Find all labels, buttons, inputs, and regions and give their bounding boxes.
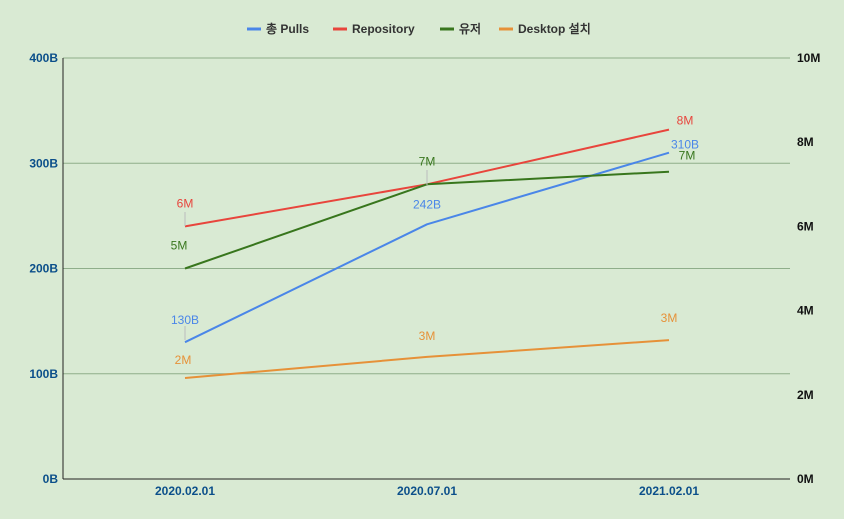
data-label: 8M [677,114,694,128]
data-label: 6M [177,196,194,210]
y-left-tick-label: 300B [29,156,58,170]
y-right-tick-label: 10M [797,51,820,65]
data-labels: 130B 242B 310B 6M 8M 5M 7M 7M 2M 3M 3M [171,114,699,367]
legend-label: Desktop 설치 [518,21,591,36]
y-right-tick-label: 6M [797,219,814,233]
data-label: 2M [175,353,192,367]
data-label: 3M [419,329,436,343]
legend: 총 Pulls Repository 유저 Desktop 설치 [247,21,591,36]
series-line [184,339,670,379]
y-right-tick-label: 0M [797,472,814,486]
data-label: 7M [419,154,436,168]
y-left-tick-label: 400B [29,51,58,65]
x-tick-label: 2020.02.01 [155,484,215,498]
y-left-tick-label: 200B [29,262,58,276]
data-label: 130B [171,313,199,327]
y-left-tick-label: 100B [29,367,58,381]
data-label: 7M [679,149,696,163]
axes: 0B 100B 200B 300B 400B 0M 2M 4M 6M 8M 10M 2020.02.0… [29,51,820,498]
y-right-tick-label: 8M [797,135,814,149]
data-label: 310B [671,138,699,152]
data-label: 3M [661,311,678,325]
data-label: 5M [171,239,188,253]
y-right-tick-label: 2M [797,388,814,402]
x-tick-label: 2021.02.01 [639,484,699,498]
legend-label: 총 Pulls [266,21,309,36]
x-tick-label: 2020.07.01 [397,484,457,498]
gridlines [63,57,790,375]
y-right-tick-label: 4M [797,304,814,318]
series-line [184,170,670,270]
legend-label: Repository [352,22,415,36]
legend-label: 유저 [459,21,481,36]
data-label: 242B [413,197,441,211]
y-left-tick-label: 0B [43,472,59,486]
